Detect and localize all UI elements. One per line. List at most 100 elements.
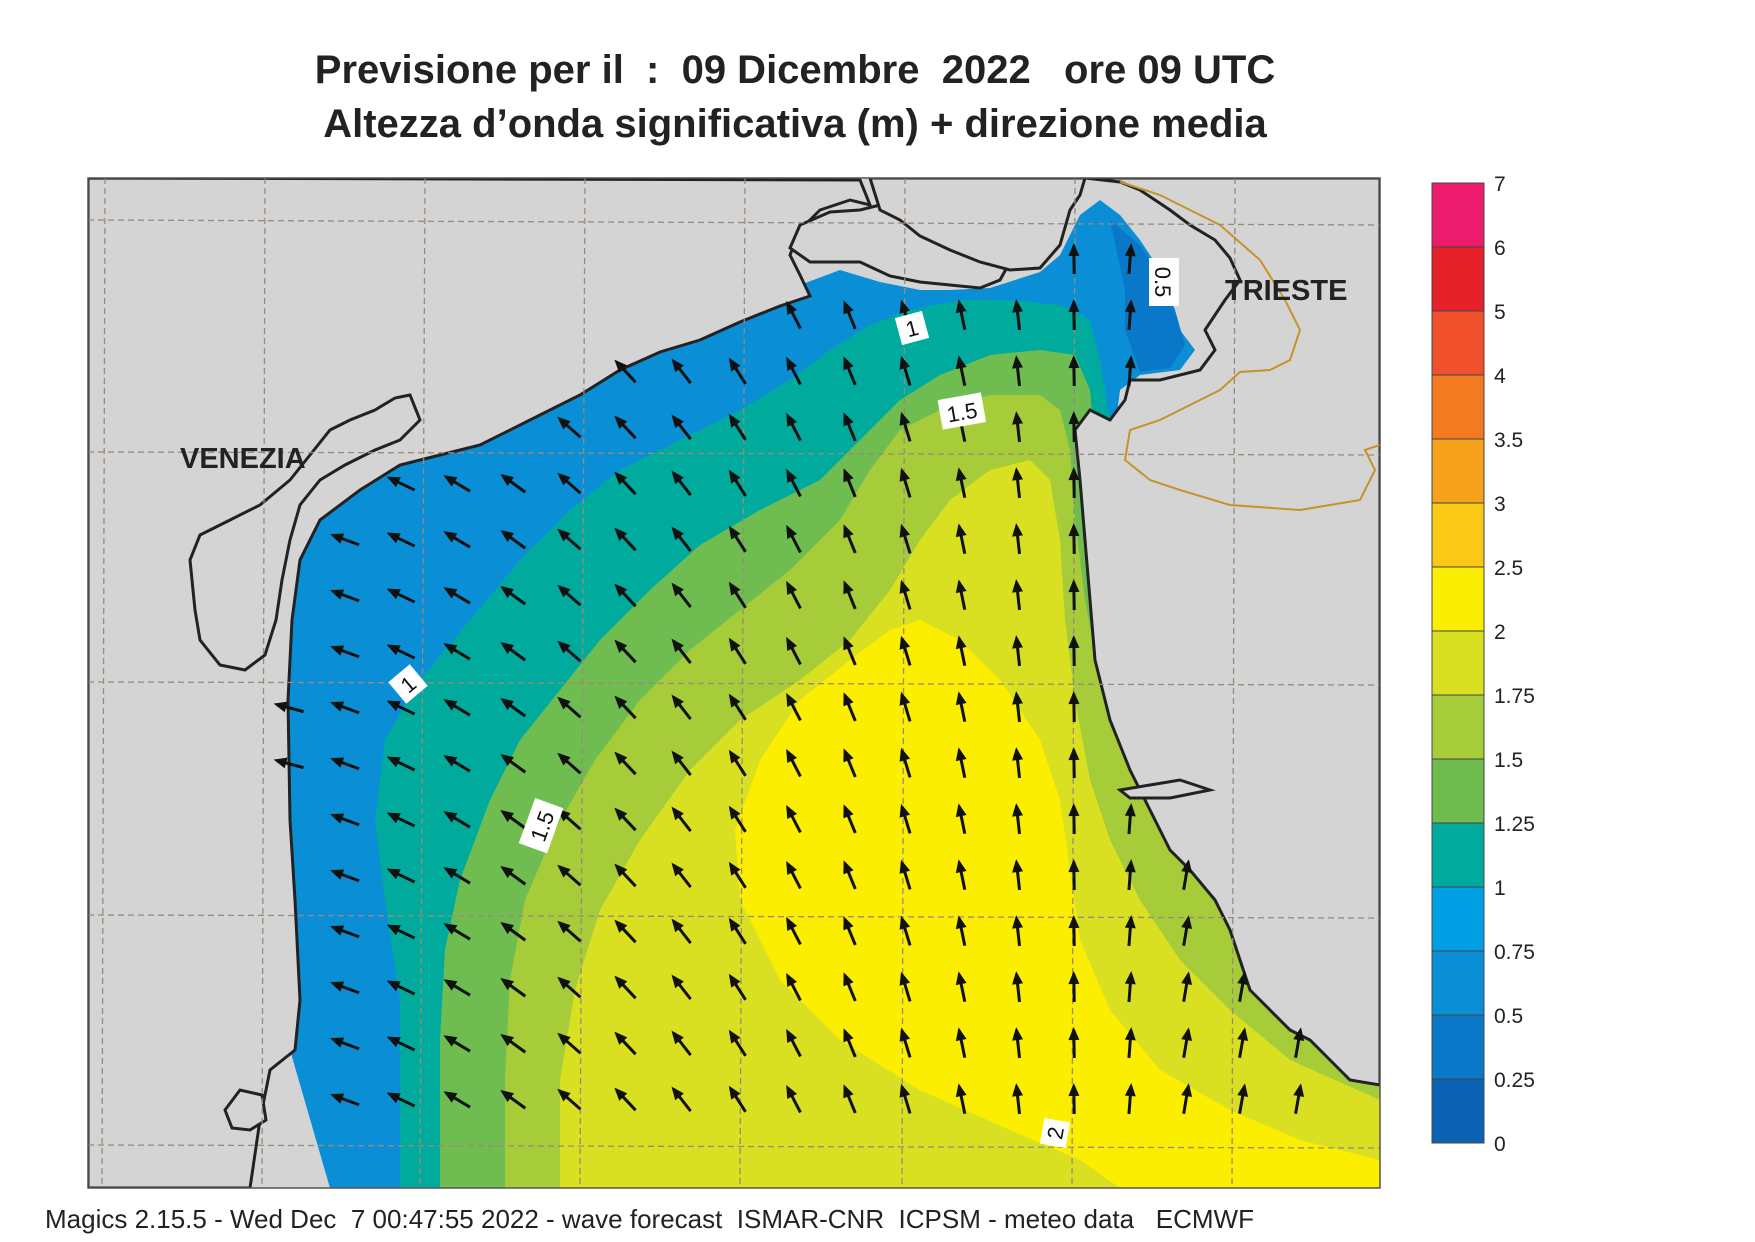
wave-direction-arrow xyxy=(500,977,527,998)
wave-direction-arrow xyxy=(843,748,857,778)
wave-direction-arrow xyxy=(671,414,692,440)
legend-swatch xyxy=(1431,758,1485,824)
wave-direction-arrow xyxy=(1124,915,1136,947)
wave-direction-arrow xyxy=(786,468,802,498)
wave-direction-arrow xyxy=(728,693,747,721)
wave-direction-arrow xyxy=(557,864,582,887)
wave-direction-arrow xyxy=(786,636,802,666)
wave-direction-arrow xyxy=(899,859,912,890)
wave-direction-arrow xyxy=(899,1083,912,1114)
wave-direction-arrow xyxy=(955,859,967,891)
wave-direction-arrow xyxy=(1068,299,1080,331)
wave-direction-arrow xyxy=(786,804,802,834)
contour-label: 0.5 xyxy=(1149,258,1179,306)
wave-direction-arrow xyxy=(1012,1027,1024,1059)
coast-north xyxy=(868,178,1087,272)
legend-tick-label: 6 xyxy=(1494,237,1506,260)
wave-direction-arrow xyxy=(1012,803,1024,835)
wave-direction-arrow xyxy=(671,862,692,888)
wave-direction-arrow xyxy=(1237,1083,1249,1115)
wave-direction-arrow xyxy=(614,695,637,720)
map-frame xyxy=(87,177,1381,1189)
wave-direction-arrow xyxy=(671,918,692,944)
wave-direction-arrow xyxy=(614,863,637,888)
wave-direction-arrow xyxy=(1237,971,1249,1003)
wave-direction-arrow xyxy=(955,523,967,555)
wave-direction-arrow xyxy=(786,748,802,778)
wave-direction-arrow xyxy=(899,467,912,498)
map-title: Previsione per il : 09 Dicembre 2022 ore… xyxy=(314,48,1276,92)
wave-direction-arrow xyxy=(1068,523,1080,555)
wave-direction-arrow xyxy=(443,1035,471,1053)
wave-direction-arrow xyxy=(1124,1083,1136,1115)
wave-direction-arrow xyxy=(843,524,857,554)
wave-direction-arrow xyxy=(728,1085,747,1113)
wave-direction-arrow xyxy=(1181,915,1193,947)
wave-direction-arrow xyxy=(1068,635,1080,667)
wave-direction-arrow xyxy=(443,531,471,549)
wave-direction-arrow xyxy=(1012,915,1024,947)
wave-direction-arrow xyxy=(614,639,637,664)
wave-direction-arrow xyxy=(1237,1027,1249,1059)
wave-direction-arrow xyxy=(1012,299,1024,331)
wave-direction-arrow xyxy=(728,973,747,1001)
wave-direction-arrow xyxy=(955,355,967,387)
wave-direction-arrow xyxy=(1068,747,1080,779)
wave-direction-arrow xyxy=(1012,579,1024,611)
wave-direction-arrow xyxy=(557,640,582,663)
wave-direction-arrow xyxy=(671,806,692,832)
wave-direction-arrow xyxy=(671,638,692,664)
wave-direction-arrow xyxy=(386,476,416,492)
wave-direction-arrow xyxy=(386,812,416,828)
footer-credits: Magics 2.15.5 - Wed Dec 7 00:47:55 2022 … xyxy=(45,1204,1254,1234)
wave-direction-arrow xyxy=(671,750,692,776)
wave-direction-arrow xyxy=(1068,691,1080,723)
color-legend: 7 6 5 4 3.5 3 2.5 2 1.75 1.5 1.25 1 0.75 0.5 0.25 0 xyxy=(1431,173,1535,1156)
legend-tick-label: 1.75 xyxy=(1494,685,1535,708)
wave-direction-arrow xyxy=(614,919,637,944)
wave-direction-arrow xyxy=(728,413,747,441)
wave-direction-arrow xyxy=(843,580,857,610)
wave-direction-arrow xyxy=(899,411,912,442)
wave-direction-arrow xyxy=(843,860,857,890)
wave-direction-arrow xyxy=(330,981,360,995)
wave-direction-arrow xyxy=(786,580,802,610)
wave-direction-arrow xyxy=(955,1027,967,1059)
wave-direction-arrow xyxy=(728,637,747,665)
wave-direction-arrow xyxy=(955,747,967,779)
legend-swatch xyxy=(1431,182,1485,248)
legend-tick-label: 4 xyxy=(1494,365,1506,388)
wave-direction-arrow xyxy=(728,357,747,385)
wave-direction-arrow xyxy=(1181,1083,1193,1115)
wave-direction-arrow xyxy=(843,916,857,946)
wave-direction-arrow xyxy=(1124,1027,1136,1059)
map-subtitle: Altezza d’onda significativa (m) + direz… xyxy=(323,102,1267,146)
wave-direction-arrow xyxy=(671,582,692,608)
wave-direction-arrow xyxy=(614,1031,637,1056)
wave-direction-arrow xyxy=(273,701,304,714)
wave-direction-arrow xyxy=(1068,355,1080,387)
wave-direction-arrow xyxy=(500,473,527,494)
legend-tick-label: 3 xyxy=(1494,493,1506,516)
wave-direction-arrow xyxy=(955,299,967,331)
wave-direction-arrow xyxy=(1181,859,1193,891)
wave-direction-arrow xyxy=(614,583,637,608)
wave-direction-arrow xyxy=(443,699,471,717)
wave-direction-arrow xyxy=(786,412,802,442)
wave-direction-arrow xyxy=(1012,635,1024,667)
legend-tick-label: 0.5 xyxy=(1494,1005,1523,1028)
venezia-lagoon xyxy=(188,393,422,672)
wave-direction-arrow xyxy=(443,475,471,493)
wave-direction-arrow xyxy=(386,980,416,996)
wave-direction-arrows xyxy=(273,243,1305,1115)
wave-direction-arrow xyxy=(899,635,912,666)
wave-direction-arrow xyxy=(500,697,527,718)
legend-swatch xyxy=(1431,374,1485,440)
wave-direction-arrow xyxy=(955,803,967,835)
legend-swatch xyxy=(1431,950,1485,1016)
legend-swatch xyxy=(1431,1078,1485,1144)
wave-direction-arrow xyxy=(614,527,637,552)
wave-direction-arrow xyxy=(443,755,471,773)
legend-tick-label: 1.25 xyxy=(1494,813,1535,836)
wave-direction-arrow xyxy=(614,471,637,496)
